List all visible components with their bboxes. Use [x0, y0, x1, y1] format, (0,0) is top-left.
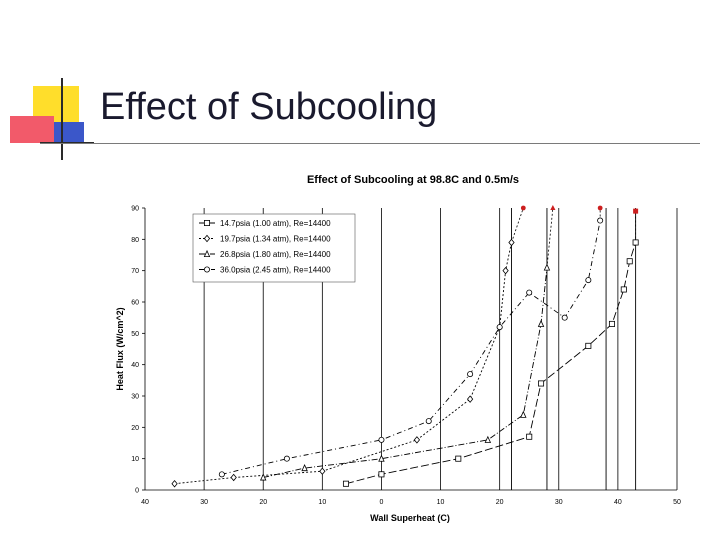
burnout-point	[633, 208, 639, 214]
y-tick-label: 40	[131, 362, 139, 369]
x-tick-label: 50	[673, 499, 681, 506]
data-point	[585, 342, 592, 349]
y-tick-label: 10	[131, 456, 139, 463]
data-point	[537, 319, 545, 327]
series-2	[171, 205, 526, 490]
legend-marker	[203, 266, 210, 273]
data-point	[538, 380, 545, 387]
data-point	[171, 480, 178, 488]
y-tick-label: 80	[131, 237, 139, 244]
x-tick-label: 20	[496, 499, 504, 506]
data-point	[378, 436, 385, 443]
y-axis-label: Heat Flux (W/cm^2)	[115, 307, 125, 390]
x-axis-label: Wall Superheat (C)	[370, 513, 450, 523]
data-point	[585, 277, 592, 284]
legend-marker	[203, 219, 210, 226]
burnout-connector	[511, 207, 524, 243]
data-point	[496, 324, 503, 331]
x-tick-label: 0	[379, 499, 383, 506]
data-point	[413, 436, 421, 444]
legend-label: 26.8psia (1.80 atm), Re=14400	[220, 250, 331, 259]
data-point	[301, 464, 308, 472]
deco-red-block	[10, 116, 54, 143]
burnout-point	[550, 205, 556, 210]
series-line	[263, 267, 548, 478]
x-tick-label: 10	[437, 499, 445, 506]
data-point	[508, 238, 515, 247]
data-point	[502, 266, 509, 275]
x-tick-label: 40	[614, 499, 622, 506]
data-point	[455, 455, 462, 462]
data-point	[632, 239, 639, 246]
x-tick-label: 30	[555, 499, 563, 506]
data-point	[543, 263, 551, 271]
series-line	[174, 242, 512, 485]
legend-item: 19.7psia (1.34 atm), Re=14400	[199, 235, 331, 244]
data-point	[526, 289, 533, 296]
legend-item: 26.8psia (1.80 atm), Re=14400	[199, 249, 331, 259]
chart-title: Effect of Subcooling at 98.8C and 0.5m/s	[307, 174, 519, 186]
x-tick-label: 30	[200, 499, 208, 506]
data-point	[520, 410, 527, 418]
data-point	[484, 435, 492, 443]
data-point	[218, 471, 225, 478]
title-rule	[40, 143, 700, 144]
legend-item: 36.0psia (2.45 atm), Re=14400	[199, 266, 331, 275]
data-point	[378, 471, 385, 478]
data-point	[467, 371, 474, 378]
y-tick-label: 90	[131, 206, 139, 213]
burnout-point	[520, 205, 526, 211]
data-point	[561, 314, 568, 321]
data-point	[319, 467, 326, 475]
x-tick-label: 40	[141, 499, 149, 506]
y-tick-label: 50	[131, 331, 139, 338]
legend-label: 19.7psia (1.34 atm), Re=14400	[220, 235, 331, 244]
series-3	[260, 205, 556, 490]
data-point	[620, 286, 627, 293]
series-line	[221, 220, 601, 475]
data-point	[526, 433, 533, 440]
data-point	[626, 258, 633, 265]
legend-item: 14.7psia (1.00 atm), Re=14400	[199, 219, 331, 228]
deco-vertical-line	[61, 78, 63, 160]
legend-marker	[203, 234, 211, 243]
y-tick-label: 60	[131, 300, 139, 307]
legend-box	[192, 213, 356, 283]
burnout-point	[597, 205, 603, 211]
data-point	[597, 217, 604, 224]
data-point	[230, 473, 237, 482]
x-tick-label: 10	[318, 499, 326, 506]
data-point	[466, 395, 474, 403]
burnout-connector	[546, 207, 554, 268]
legend-marker	[203, 249, 211, 258]
legend-label: 36.0psia (2.45 atm), Re=14400	[220, 266, 331, 275]
data-point	[608, 320, 615, 327]
data-point	[378, 454, 385, 462]
data-point	[260, 473, 267, 481]
y-tick-label: 0	[135, 488, 139, 495]
legend-label: 14.7psia (1.00 atm), Re=14400	[220, 219, 331, 228]
data-point	[342, 480, 349, 487]
x-tick-label: 20	[259, 499, 267, 506]
y-tick-label: 20	[131, 425, 139, 432]
data-point	[425, 418, 432, 425]
y-tick-label: 30	[131, 394, 139, 401]
page-title: Effect of Subcooling	[100, 86, 438, 128]
data-point	[283, 455, 290, 462]
series-1	[342, 208, 639, 490]
series-4	[218, 205, 607, 490]
y-tick-label: 70	[131, 268, 139, 275]
series-line	[345, 242, 637, 485]
